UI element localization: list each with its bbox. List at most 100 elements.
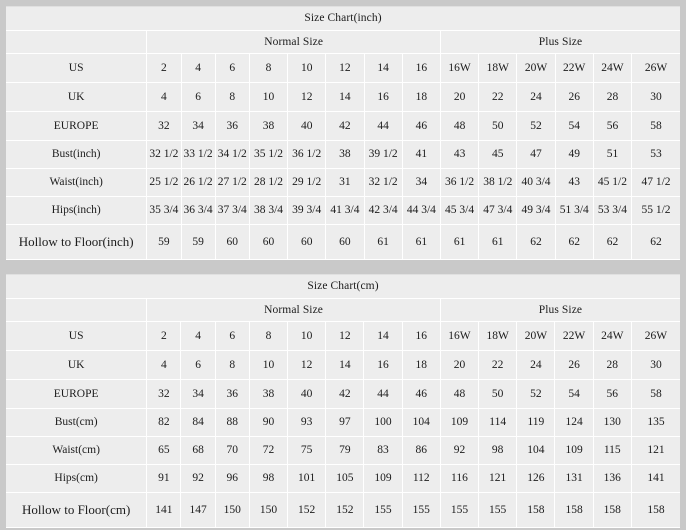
cell-hips-10: 49 3/4 bbox=[516, 196, 556, 225]
cell-bust-7: 41 bbox=[402, 140, 441, 169]
cell-hips-3: 38 3/4 bbox=[249, 196, 289, 225]
table-row: EUROPE 32 34 36 38 40 42 44 46 48 50 52 … bbox=[6, 111, 680, 141]
cell-uk-cm-3: 10 bbox=[249, 350, 289, 380]
cell-bust-cm-8: 109 bbox=[440, 408, 480, 437]
cell-us-5: 12 bbox=[325, 53, 365, 83]
cell-us-11: 22W bbox=[555, 53, 594, 83]
cell-europe-13: 58 bbox=[631, 111, 680, 141]
cell-europe-7: 46 bbox=[402, 111, 441, 141]
table-row: Waist(cm) 65 68 70 72 75 79 83 86 92 98 … bbox=[6, 436, 680, 465]
cell-europe-cm-5: 42 bbox=[325, 379, 365, 409]
cell-waist-6: 32 1/2 bbox=[364, 168, 403, 197]
size-chart-inch-table: Size Chart(inch) Normal Size Plus Size U… bbox=[6, 6, 680, 260]
cell-us-10: 20W bbox=[516, 53, 556, 83]
cell-bust-1: 33 1/2 bbox=[181, 140, 216, 169]
cell-us-cm-2: 6 bbox=[215, 321, 250, 351]
cell-waist-8: 36 1/2 bbox=[440, 168, 480, 197]
cell-waist-cm-9: 98 bbox=[478, 436, 518, 465]
cell-hollow-3: 60 bbox=[249, 224, 289, 260]
row-label-hips: Hips(inch) bbox=[6, 196, 148, 225]
cell-waist-7: 34 bbox=[402, 168, 441, 197]
cell-bust-cm-12: 130 bbox=[593, 408, 632, 437]
cell-hips-6: 42 3/4 bbox=[364, 196, 403, 225]
cell-waist-cm-0: 65 bbox=[146, 436, 182, 465]
cell-bust-2: 34 1/2 bbox=[215, 140, 250, 169]
cell-us-cm-8: 16W bbox=[440, 321, 480, 351]
row-label-us: US bbox=[6, 53, 148, 83]
cell-hollow-cm-1: 147 bbox=[180, 492, 216, 528]
cell-hollow-11: 62 bbox=[555, 224, 594, 260]
cell-hips-cm-1: 92 bbox=[180, 464, 216, 493]
cell-waist-13: 47 1/2 bbox=[631, 168, 680, 197]
cell-bust-cm-7: 104 bbox=[402, 408, 441, 437]
cell-waist-5: 31 bbox=[325, 168, 365, 197]
cell-us-cm-4: 10 bbox=[287, 321, 327, 351]
table-row: Bust(inch) 32 1/2 33 1/2 34 1/2 35 1/2 3… bbox=[6, 140, 680, 169]
cell-waist-cm-4: 75 bbox=[287, 436, 327, 465]
cell-uk-cm-11: 26 bbox=[554, 350, 594, 380]
cell-waist-0: 25 1/2 bbox=[146, 168, 182, 197]
group-header-blank bbox=[6, 30, 148, 54]
cell-europe-cm-2: 36 bbox=[215, 379, 250, 409]
row-label-waist: Waist(inch) bbox=[6, 168, 148, 197]
cell-bust-cm-6: 100 bbox=[363, 408, 403, 437]
cell-us-cm-0: 2 bbox=[146, 321, 182, 351]
cell-us-cm-5: 12 bbox=[325, 321, 365, 351]
cell-europe-cm-8: 48 bbox=[440, 379, 480, 409]
row-label-europe-cm: EUROPE bbox=[6, 379, 148, 409]
size-chart-cm-table: Size Chart(cm) Normal Size Plus Size US … bbox=[6, 274, 680, 528]
cell-bust-10: 47 bbox=[516, 140, 556, 169]
cell-hips-11: 51 3/4 bbox=[555, 196, 594, 225]
cell-europe-9: 50 bbox=[478, 111, 518, 141]
chart-title-cm: Size Chart(cm) bbox=[6, 274, 680, 299]
cell-waist-2: 27 1/2 bbox=[215, 168, 250, 197]
cell-hips-cm-10: 126 bbox=[516, 464, 556, 493]
cell-hips-cm-5: 105 bbox=[325, 464, 365, 493]
row-label-uk-cm: UK bbox=[6, 350, 148, 380]
cell-hips-cm-11: 131 bbox=[554, 464, 594, 493]
table-row: Hollow to Floor(inch) 59 59 60 60 60 60 … bbox=[6, 224, 680, 260]
cell-bust-cm-1: 84 bbox=[180, 408, 216, 437]
cell-bust-cm-9: 114 bbox=[478, 408, 518, 437]
cell-europe-0: 32 bbox=[146, 111, 182, 141]
cell-hips-2: 37 3/4 bbox=[215, 196, 250, 225]
cell-uk-2: 8 bbox=[215, 82, 250, 112]
cell-waist-9: 38 1/2 bbox=[478, 168, 518, 197]
cell-hollow-cm-3: 150 bbox=[249, 492, 289, 528]
cell-us-9: 18W bbox=[478, 53, 518, 83]
cell-hips-cm-8: 116 bbox=[440, 464, 480, 493]
cell-waist-11: 43 bbox=[555, 168, 594, 197]
cell-bust-cm-13: 135 bbox=[631, 408, 680, 437]
cell-hollow-cm-6: 155 bbox=[363, 492, 403, 528]
cell-us-4: 10 bbox=[287, 53, 327, 83]
row-label-bust: Bust(inch) bbox=[6, 140, 148, 169]
cell-europe-cm-9: 50 bbox=[478, 379, 518, 409]
group-header-normal-size: Normal Size bbox=[146, 30, 441, 54]
cell-hollow-1: 59 bbox=[181, 224, 216, 260]
cell-us-13: 26W bbox=[631, 53, 680, 83]
cell-uk-0: 4 bbox=[146, 82, 182, 112]
cell-bust-5: 38 bbox=[325, 140, 365, 169]
cell-us-cm-7: 16 bbox=[402, 321, 441, 351]
cell-europe-10: 52 bbox=[516, 111, 556, 141]
cell-bust-cm-3: 90 bbox=[249, 408, 289, 437]
cell-uk-3: 10 bbox=[249, 82, 289, 112]
cell-waist-cm-12: 115 bbox=[593, 436, 632, 465]
table-row: US 2 4 6 8 10 12 14 16 16W 18W 20W 22W 2… bbox=[6, 321, 680, 351]
cell-uk-9: 22 bbox=[478, 82, 518, 112]
cell-uk-cm-7: 18 bbox=[402, 350, 441, 380]
cell-europe-cm-7: 46 bbox=[402, 379, 441, 409]
cell-hollow-cm-11: 158 bbox=[554, 492, 594, 528]
cell-uk-cm-2: 8 bbox=[215, 350, 250, 380]
cell-us-cm-13: 26W bbox=[631, 321, 680, 351]
cell-hips-5: 41 3/4 bbox=[325, 196, 365, 225]
cell-europe-cm-12: 56 bbox=[593, 379, 632, 409]
row-label-hollow-to-floor-cm: Hollow to Floor(cm) bbox=[6, 492, 148, 528]
cell-europe-cm-11: 54 bbox=[554, 379, 594, 409]
cell-europe-3: 38 bbox=[249, 111, 289, 141]
cell-bust-cm-2: 88 bbox=[215, 408, 250, 437]
size-chart-cm-block: Size Chart(cm) Normal Size Plus Size US … bbox=[6, 274, 680, 528]
cell-uk-10: 24 bbox=[516, 82, 556, 112]
cell-hollow-cm-13: 158 bbox=[631, 492, 680, 528]
